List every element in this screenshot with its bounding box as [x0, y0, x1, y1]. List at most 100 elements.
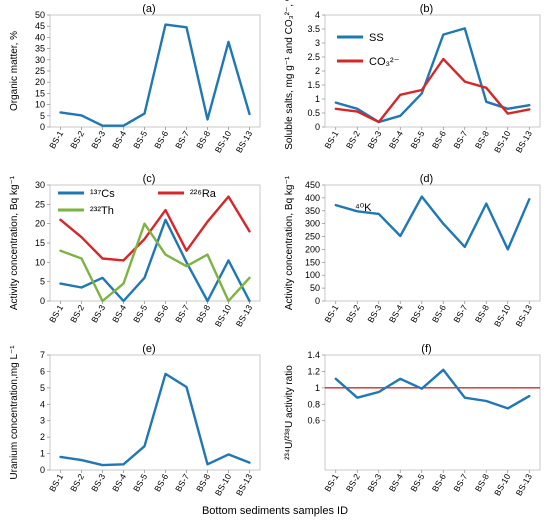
x-tick-label: BS-13	[514, 472, 535, 498]
x-tick-label: BS-3	[365, 129, 383, 151]
x-tick-label: BS-2	[68, 472, 86, 494]
x-tick-label: BS-10	[492, 129, 513, 155]
panel-6: 0.60.811.21.4BS-1 BS-2 BS-3 BS-4 BS-5 BS-6 BS-…	[284, 343, 541, 498]
x-tick-label: BS-2	[344, 303, 362, 325]
x-tick-label: BS-13	[234, 129, 255, 155]
y-tick-label: 1	[40, 449, 45, 459]
y-tick-label: 100	[305, 270, 320, 280]
series-line-2	[334, 57, 531, 124]
x-tick-label: BS-10	[213, 472, 234, 498]
x-tick-label: BS-5	[408, 472, 426, 494]
plot-frame	[324, 184, 541, 302]
y-tick-label: 6	[40, 366, 45, 376]
y-tick-label: 400	[305, 193, 320, 203]
x-tick-label: BS-13	[514, 129, 535, 155]
series-line-1	[334, 27, 531, 124]
series-line-2	[59, 195, 251, 262]
series-line-1	[59, 218, 251, 303]
x-tick-label: BS-8	[473, 129, 491, 151]
y-tick-label: 4	[40, 399, 45, 409]
x-tick-label: BS-10	[213, 129, 234, 155]
y-tick-label: 10	[35, 257, 45, 267]
x-tick-label: BS-1	[47, 472, 65, 494]
x-tick-label: BS-4	[387, 303, 405, 325]
y-tick-label: 150	[305, 257, 320, 267]
y-tick-label: 15	[35, 88, 45, 98]
y-tick-label: 250	[305, 232, 320, 242]
panel-5: 0 1 2 3 4 5 6 7 BS-1 BS-2 BS-3 BS-4 BS-5 BS-6 BS-7 BS-8…	[9, 343, 261, 498]
legend: ⁴⁰K	[355, 202, 372, 214]
x-tick-label: BS-6	[152, 472, 170, 494]
x-tick-label: BS-5	[408, 303, 426, 325]
x-tick-label: BS-2	[344, 129, 362, 151]
y-tick-label: 1.5	[307, 80, 320, 90]
panel-letter: (a)	[142, 3, 155, 15]
y-tick-label: 0	[315, 296, 320, 306]
x-tick-label: BS-7	[173, 472, 191, 494]
legend: SS CO₃²⁻	[337, 32, 400, 68]
legend: ¹³⁷Cs ²²⁶Ra ²³²Th	[58, 188, 217, 217]
panel-letter: (f)	[421, 343, 431, 355]
figure-xlabel: Bottom sediments samples ID	[202, 505, 348, 517]
x-tick-label: BS-8	[194, 472, 212, 494]
y-tick-label: 3.5	[307, 24, 320, 34]
y-tick-label: 35	[35, 44, 45, 54]
x-tick-label: BS-8	[473, 472, 491, 494]
x-tick-label: BS-2	[344, 472, 362, 494]
y-tick-label: 450	[305, 180, 320, 190]
x-tick-label: BS-10	[213, 303, 234, 329]
x-tick-label: BS-7	[451, 472, 469, 494]
x-tick-label: BS-2	[68, 303, 86, 325]
y-tick-label: 50	[310, 283, 320, 293]
y-tick-label: 7	[40, 350, 45, 360]
x-tick-label: BS-3	[365, 303, 383, 325]
x-tick-label: BS-4	[110, 472, 128, 494]
y-tick-label: 2	[315, 66, 320, 76]
y-tick-label: 0	[40, 122, 45, 132]
y-tick-label: 1.2	[307, 366, 320, 376]
x-tick-label: BS-3	[89, 472, 107, 494]
x-tick-label: BS-1	[47, 303, 65, 325]
y-axis-title: Soluble salts, mg g⁻¹ and CO₃²⁻, %	[284, 0, 295, 150]
panel-letter: (e)	[142, 343, 155, 355]
y-tick-label: 50	[35, 10, 45, 20]
y-tick-label: 10	[35, 100, 45, 110]
y-tick-label: 5	[40, 111, 45, 121]
y-tick-label: 5	[40, 383, 45, 393]
x-tick-label: BS-2	[68, 129, 86, 151]
x-tick-label: BS-4	[110, 129, 128, 151]
y-tick-label: 5	[40, 277, 45, 287]
y-tick-label: 0.8	[307, 399, 320, 409]
legend-label: CO₃²⁻	[369, 56, 400, 68]
plot-frame	[324, 14, 541, 128]
y-tick-label: 3	[40, 416, 45, 426]
y-tick-label: 3	[315, 38, 320, 48]
y-axis-title: Activity concentration, Bq kg⁻¹	[284, 175, 295, 310]
y-axis-title: Uranium concentration,mg L⁻¹	[9, 345, 20, 480]
x-tick-label: BS-5	[131, 129, 149, 151]
x-tick-label: BS-6	[430, 129, 448, 151]
legend-label: ⁴⁰K	[355, 202, 372, 214]
plot-frame	[49, 354, 261, 471]
legend-label: ²³²Th	[90, 205, 114, 217]
y-tick-label: 30	[35, 180, 45, 190]
y-tick-label: 1	[315, 383, 320, 393]
y-tick-label: 200	[305, 244, 320, 254]
x-tick-label: BS-5	[131, 472, 149, 494]
y-tick-label: 350	[305, 206, 320, 216]
legend-label: ¹³⁷Cs	[90, 188, 115, 200]
x-tick-label: BS-1	[322, 472, 340, 494]
x-tick-label: BS-6	[152, 129, 170, 151]
panel-3: 0 5 10 15 20 25 30 BS-1 BS-2 BS-3 BS-4 BS-5 BS-6 BS-7…	[9, 173, 261, 329]
panel-letter: (d)	[420, 173, 433, 185]
x-tick-label: BS-4	[387, 129, 405, 151]
y-tick-label: 0	[40, 296, 45, 306]
y-tick-label: 25	[35, 199, 45, 209]
panel-letter: (c)	[143, 173, 156, 185]
x-tick-label: BS-8	[194, 129, 212, 151]
y-axis-title: Activity concentration, Bq kg⁻¹	[9, 175, 20, 310]
x-tick-label: BS-5	[408, 129, 426, 151]
x-tick-label: BS-1	[322, 303, 340, 325]
